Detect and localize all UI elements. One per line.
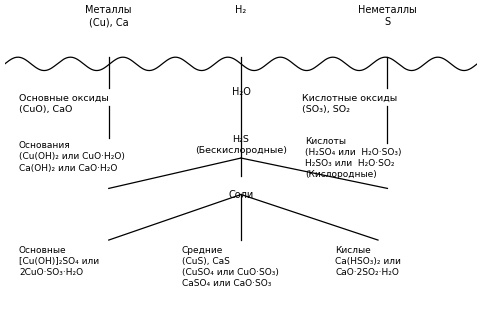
Text: H₂: H₂: [235, 5, 247, 15]
Text: H₂S
(Бескислородные): H₂S (Бескислородные): [195, 135, 287, 155]
Text: Основные
[Cu(OH)]₂SO₄ или
2CuO·SO₃·H₂O: Основные [Cu(OH)]₂SO₄ или 2CuO·SO₃·H₂O: [19, 246, 99, 277]
Text: Основные оксиды
(CuO), CaO: Основные оксиды (CuO), CaO: [19, 94, 109, 114]
Text: Кислые
Ca(HSO₃)₂ или
CaO·2SO₂·H₂O: Кислые Ca(HSO₃)₂ или CaO·2SO₂·H₂O: [335, 246, 402, 277]
Text: Кислоты
(H₂SO₄ или  H₂O·SO₃)
H₂SO₃ или  H₂O·SO₂
(Кислородные): Кислоты (H₂SO₄ или H₂O·SO₃) H₂SO₃ или H₂…: [305, 137, 402, 179]
Text: Соли: Соли: [228, 190, 254, 200]
Text: Неметаллы
S: Неметаллы S: [358, 5, 417, 27]
Text: Кислотные оксиды
(SO₃), SO₂: Кислотные оксиды (SO₃), SO₂: [302, 94, 398, 114]
Text: Металлы
(Cu), Ca: Металлы (Cu), Ca: [85, 5, 132, 27]
Text: Основания
(Cu(OH)₂ или CuO·H₂O)
Ca(OH)₂ или CaO·H₂O: Основания (Cu(OH)₂ или CuO·H₂O) Ca(OH)₂ …: [19, 141, 125, 173]
Text: Средние
(CuS), CaS
(CuSO₄ или CuO·SO₃)
CaSO₄ или CaO·SO₃: Средние (CuS), CaS (CuSO₄ или CuO·SO₃) C…: [182, 246, 279, 288]
Text: H₂O: H₂O: [231, 87, 251, 97]
